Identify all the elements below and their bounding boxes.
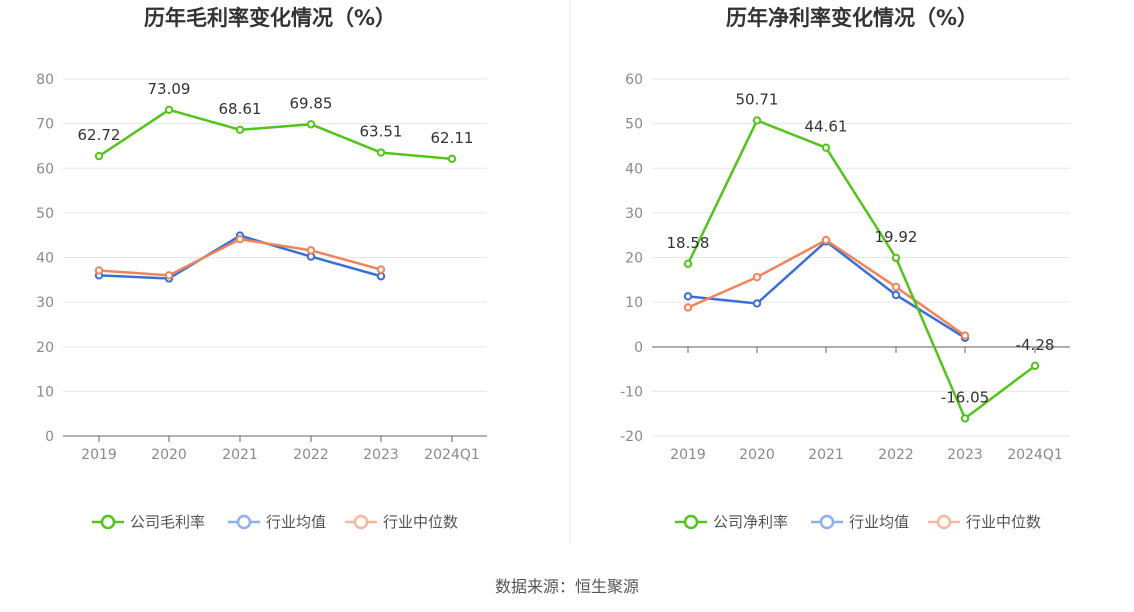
data-label: 63.51 [360,123,403,141]
legend-swatch-marker [819,514,835,530]
y-tick-label: 40 [625,161,643,177]
legend-label: 行业均值 [849,513,909,531]
data-label: 62.72 [78,126,121,144]
data-point [752,116,762,125]
legend-item[interactable]: 行业中位数 [928,513,1041,531]
legend-label: 行业中位数 [966,513,1041,531]
data-point [891,282,901,292]
legend-swatch-marker [683,514,699,530]
data-label: 69.85 [290,94,333,112]
data-point [960,331,970,340]
data-point [891,253,901,263]
data-point [306,246,316,255]
data-point [683,292,693,301]
legend-label: 公司毛利率 [130,513,205,531]
legend-item[interactable]: 行业均值 [228,513,326,531]
legend-label: 行业均值 [266,513,326,531]
y-tick-label: 40 [36,251,54,267]
x-tick-label: 2021 [808,447,844,463]
chart-title: 历年毛利率变化情况（%） [144,6,396,30]
data-point [376,272,386,281]
x-tick-label: 2020 [151,447,187,463]
x-tick-label: 2019 [670,447,706,463]
data-point [821,235,831,245]
y-tick-label: 60 [36,161,54,177]
data-point [1030,361,1040,371]
data-point [94,151,104,161]
chart-title: 历年净利率变化情况（%） [726,6,978,30]
data-point [891,290,901,300]
legend-item[interactable]: 公司毛利率 [92,513,205,531]
data-point [752,272,762,282]
y-tick-label: 30 [36,295,54,311]
data-label: 18.58 [667,234,710,252]
legend-swatch-marker [236,514,252,530]
data-point [306,120,316,129]
x-tick-label: 2019 [81,447,117,463]
data-label: 68.61 [219,100,262,118]
data-point [821,143,831,152]
y-tick-label: 70 [36,117,54,133]
data-point [376,265,386,274]
x-tick-label: 2023 [947,447,983,463]
series-line [686,119,1036,420]
x-tick-label: 2022 [878,447,914,463]
data-label: -4.28 [1016,336,1055,354]
y-tick-label: 50 [36,206,54,222]
data-point [752,299,762,308]
data-source-label: 数据来源：恒生聚源 [495,577,639,596]
data-point [683,303,693,312]
x-tick-label: 2022 [293,447,329,463]
data-point [164,271,174,280]
legend-swatch-marker [100,514,116,530]
x-tick-label: 2023 [363,447,399,463]
data-label: 62.11 [431,129,474,147]
y-tick-label: 80 [36,72,54,88]
legend-item[interactable]: 公司净利率 [675,513,788,531]
data-point [447,154,457,164]
y-tick-label: 20 [36,340,54,356]
data-point [164,105,174,115]
legend-swatch-marker [936,514,952,530]
data-point [960,414,970,423]
data-point [376,148,386,157]
y-tick-label: 20 [625,251,643,267]
data-label: 44.61 [805,118,848,136]
data-point [235,235,245,244]
x-tick-label: 2024Q1 [1007,447,1063,463]
data-label: -16.05 [941,388,989,406]
y-tick-label: 30 [625,206,643,222]
data-point [235,125,245,135]
data-point [94,266,104,275]
gross-margin-chart: 历年毛利率变化情况（%） 0 10 20 30 40 50 60 70 80 2019 2020 202… [36,6,487,531]
x-tick-label: 2021 [222,447,258,463]
y-tick-label: 0 [634,340,643,356]
y-tick-label: -20 [620,429,643,445]
legend-swatch-marker [353,514,369,530]
y-tick-label: 10 [36,384,54,400]
net-margin-chart: 历年净利率变化情况（%） -20 -10 0 10 20 30 40 50 60 2019 2020 2… [620,6,1070,531]
y-tick-label: 10 [625,295,643,311]
series-line [98,108,453,161]
x-tick-label: 2020 [739,447,775,463]
y-tick-label: -10 [620,384,643,400]
legend-label: 公司净利率 [713,513,788,531]
data-label: 73.09 [148,80,191,98]
data-label: 19.92 [875,228,918,246]
y-tick-label: 0 [45,429,54,445]
data-label: 50.71 [736,90,779,108]
legend-item[interactable]: 行业均值 [811,513,909,531]
legend-label: 行业中位数 [383,513,458,531]
data-point [683,259,693,269]
y-tick-label: 50 [625,117,643,133]
legend-item[interactable]: 行业中位数 [345,513,458,531]
y-tick-label: 60 [625,72,643,88]
x-tick-label: 2024Q1 [424,447,480,463]
